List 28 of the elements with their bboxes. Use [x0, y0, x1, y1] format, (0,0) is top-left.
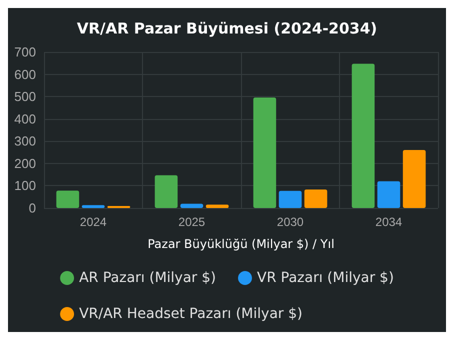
y-tick-label: 400 — [14, 111, 36, 126]
bar — [402, 150, 426, 208]
bar — [180, 204, 204, 208]
y-tick-label: 200 — [14, 156, 36, 171]
bar — [253, 97, 276, 208]
legend-label: AR Pazarı (Milyar $) — [79, 270, 216, 286]
y-tick-label: 600 — [14, 66, 36, 82]
x-tick-label: 2025 — [178, 215, 206, 229]
y-tick-label: 300 — [14, 134, 36, 149]
bar — [82, 205, 105, 208]
bar — [56, 190, 80, 208]
x-tick-label: 2030 — [276, 215, 304, 229]
bar — [278, 190, 302, 208]
y-tick-label: 100 — [14, 178, 36, 194]
bar — [352, 64, 375, 208]
y-tick-label: 0 — [28, 200, 36, 216]
x-axis-title: Pazar Büyüklüğü (Milyar $) / Yıl — [148, 237, 334, 251]
x-tick-label: 2034 — [375, 215, 402, 229]
bar — [377, 181, 400, 208]
legend-label: VR/AR Headset Pazarı (Milyar $) — [79, 306, 302, 322]
legend-label: VR Pazarı (Milyar $) — [257, 270, 394, 286]
bar — [206, 204, 229, 208]
y-tick-label: 700 — [14, 44, 36, 60]
y-tick-label: 500 — [14, 89, 36, 104]
bar — [154, 175, 178, 208]
bar — [304, 190, 328, 208]
chart-title: VR/AR Pazar Büyümesi (2024-2034) — [76, 20, 378, 38]
x-tick-label: 2024 — [80, 215, 107, 229]
